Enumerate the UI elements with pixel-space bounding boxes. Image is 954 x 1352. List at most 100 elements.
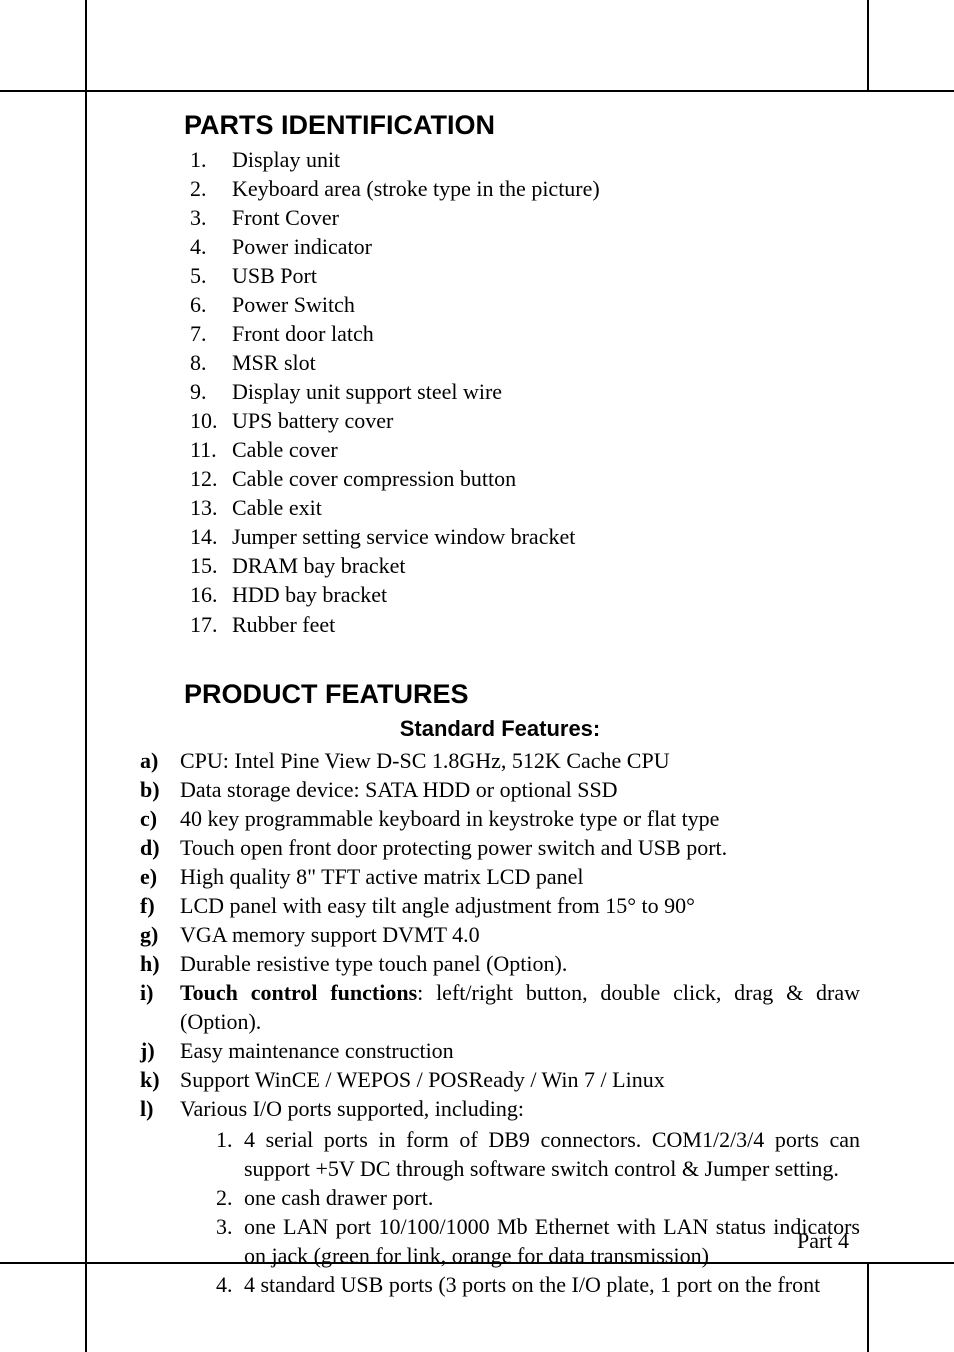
feature-text: VGA memory support DVMT 4.0 [180,920,860,949]
feature-text: Durable resistive type touch panel (Opti… [180,949,860,978]
frame-line-right-top [867,0,869,90]
list-marker: 9. [190,377,232,406]
feature-marker: b) [140,775,180,804]
list-item: 14.Jumper setting service window bracket [190,522,860,551]
list-marker: 2. [190,174,232,203]
sub-item: 1.4 serial ports in form of DB9 connecto… [216,1125,860,1183]
heading-parts-identification: PARTS IDENTIFICATION [184,110,860,141]
list-text: Display unit support steel wire [232,377,502,406]
list-item: 17.Rubber feet [190,610,860,639]
list-text: USB Port [232,261,317,290]
feature-item: j)Easy maintenance construction [140,1036,860,1065]
feature-bold-prefix: Touch control functions [180,980,417,1005]
list-marker: 13. [190,493,232,522]
feature-text: Touch open front door protecting power s… [180,833,860,862]
feature-marker: j) [140,1036,180,1065]
list-marker: 1. [190,145,232,174]
list-marker: 7. [190,319,232,348]
list-item: 1.Display unit [190,145,860,174]
sub-item: 3.one LAN port 10/100/1000 Mb Ethernet w… [216,1212,860,1270]
list-marker: 14. [190,522,232,551]
feature-item: i)Touch control functions: left/right bu… [140,978,860,1036]
list-text: UPS battery cover [232,406,393,435]
feature-text: Various I/O ports supported, including: … [180,1094,860,1299]
list-item: 9.Display unit support steel wire [190,377,860,406]
list-item: 10.UPS battery cover [190,406,860,435]
feature-marker: k) [140,1065,180,1094]
list-text: MSR slot [232,348,316,377]
feature-text: 40 key programmable keyboard in keystrok… [180,804,860,833]
feature-marker: e) [140,862,180,891]
feature-text: Data storage device: SATA HDD or optiona… [180,775,860,804]
list-marker: 5. [190,261,232,290]
sub-marker: 4. [216,1270,244,1299]
feature-text: High quality 8" TFT active matrix LCD pa… [180,862,860,891]
list-marker: 11. [190,435,232,464]
sub-marker: 2. [216,1183,244,1212]
list-marker: 17. [190,610,232,639]
page-number: Part 4 [797,1228,849,1254]
feature-marker: f) [140,891,180,920]
feature-intro: Various I/O ports supported, including: [180,1096,524,1121]
list-text: Cable cover [232,435,338,464]
list-marker: 12. [190,464,232,493]
features-list: a)CPU: Intel Pine View D-SC 1.8GHz, 512K… [140,746,860,1300]
feature-item: k)Support WinCE / WEPOS / POSReady / Win… [140,1065,860,1094]
list-marker: 16. [190,580,232,609]
feature-item: e)High quality 8" TFT active matrix LCD … [140,862,860,891]
sub-text: 4 serial ports in form of DB9 connectors… [244,1125,860,1183]
feature-marker: i) [140,978,180,1036]
list-text: Jumper setting service window bracket [232,522,575,551]
feature-item: a)CPU: Intel Pine View D-SC 1.8GHz, 512K… [140,746,860,775]
feature-item: f)LCD panel with easy tilt angle adjustm… [140,891,860,920]
heading-product-features: PRODUCT FEATURES [184,679,860,710]
feature-text: Support WinCE / WEPOS / POSReady / Win 7… [180,1065,860,1094]
list-marker: 4. [190,232,232,261]
feature-item: c)40 key programmable keyboard in keystr… [140,804,860,833]
list-text: Front door latch [232,319,374,348]
list-text: Cable cover compression button [232,464,516,493]
list-text: DRAM bay bracket [232,551,406,580]
feature-marker: l) [140,1094,180,1299]
list-item: 8.MSR slot [190,348,860,377]
io-ports-list: 1.4 serial ports in form of DB9 connecto… [216,1125,860,1299]
list-text: Power indicator [232,232,372,261]
sub-text: 4 standard USB ports (3 ports on the I/O… [244,1270,860,1299]
sub-text: one LAN port 10/100/1000 Mb Ethernet wit… [244,1212,860,1270]
list-text: Front Cover [232,203,339,232]
list-item: 3.Front Cover [190,203,860,232]
list-item: 15.DRAM bay bracket [190,551,860,580]
feature-marker: a) [140,746,180,775]
feature-marker: d) [140,833,180,862]
feature-item: l) Various I/O ports supported, includin… [140,1094,860,1299]
document-content: PARTS IDENTIFICATION 1.Display unit 2.Ke… [140,110,860,1299]
frame-line-right-bottom [867,1262,869,1352]
list-item: 11.Cable cover [190,435,860,464]
list-text: HDD bay bracket [232,580,387,609]
sub-item: 2.one cash drawer port. [216,1183,860,1212]
sub-text: one cash drawer port. [244,1183,860,1212]
list-marker: 8. [190,348,232,377]
feature-marker: h) [140,949,180,978]
list-item: 12.Cable cover compression button [190,464,860,493]
frame-line-left [85,0,87,1352]
feature-text: Touch control functions: left/right butt… [180,978,860,1036]
list-text: Cable exit [232,493,322,522]
feature-item: h)Durable resistive type touch panel (Op… [140,949,860,978]
list-item: 5.USB Port [190,261,860,290]
feature-marker: g) [140,920,180,949]
list-text: Display unit [232,145,340,174]
list-text: Keyboard area (stroke type in the pictur… [232,174,600,203]
feature-text: CPU: Intel Pine View D-SC 1.8GHz, 512K C… [180,746,860,775]
frame-line-top [0,90,954,92]
list-item: 7.Front door latch [190,319,860,348]
list-marker: 3. [190,203,232,232]
feature-marker: c) [140,804,180,833]
subheading-standard-features: Standard Features: [140,716,860,742]
list-text: Power Switch [232,290,355,319]
list-item: 16.HDD bay bracket [190,580,860,609]
sub-marker: 3. [216,1212,244,1270]
list-item: 13.Cable exit [190,493,860,522]
list-marker: 15. [190,551,232,580]
list-item: 6.Power Switch [190,290,860,319]
